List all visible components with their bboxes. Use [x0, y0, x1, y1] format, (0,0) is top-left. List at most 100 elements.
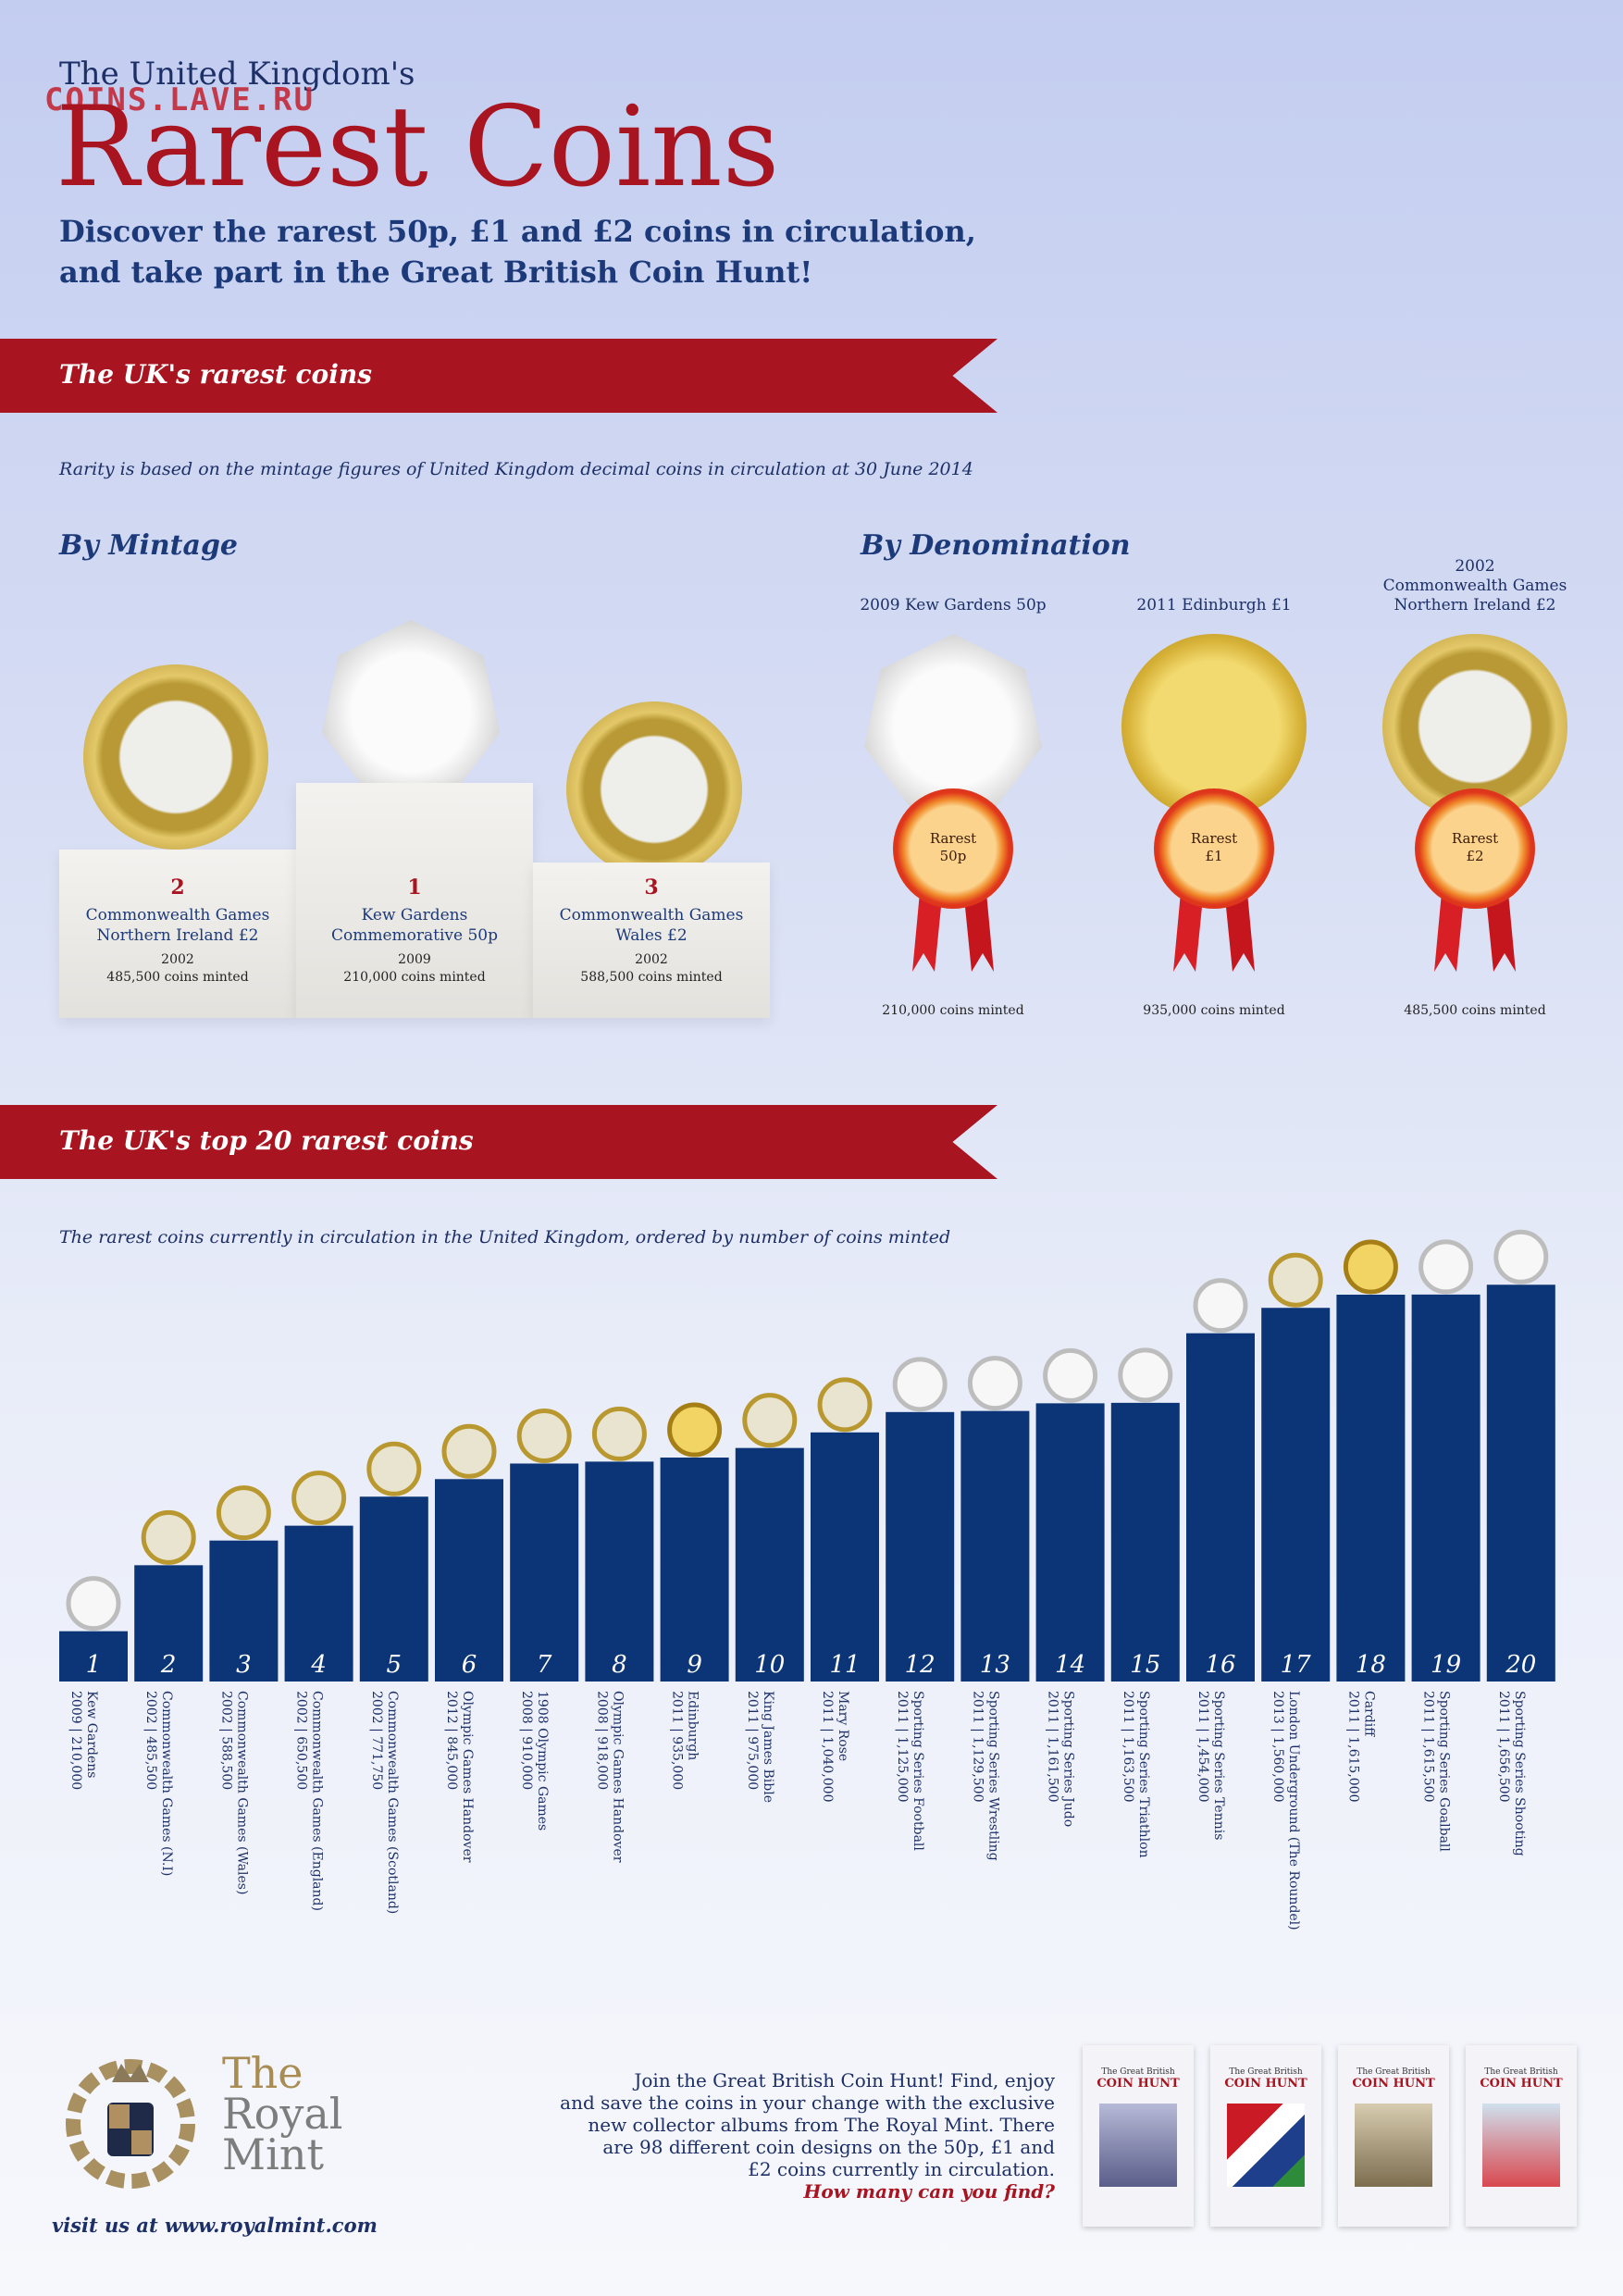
coin-icon-17 — [1268, 1252, 1323, 1308]
page-title: Rarest Coins — [56, 83, 780, 212]
bar-rank-label: 20 — [1505, 1651, 1536, 1679]
podium-year: 2009 — [398, 952, 431, 967]
section-ribbon-rarest: The UK's rarest coins — [0, 339, 997, 413]
bar-rank-label: 6 — [462, 1651, 477, 1679]
album-cover-3[interactable]: The Great British COIN HUNT — [1338, 2045, 1449, 2227]
category-name: Commonwealth Games (England) — [310, 1691, 325, 1911]
podium-name-1: Kew Gardens — [361, 906, 468, 925]
category-label-group: 2002 | 588,500 Commonwealth Games (Wales) — [218, 1691, 249, 1894]
category-name: Sporting Series Triathlon — [1136, 1691, 1151, 1858]
coin-edinburgh-1pound — [1121, 634, 1307, 819]
coin-kew-50p — [864, 634, 1042, 810]
coin-kew-50p — [322, 620, 500, 796]
denomination-minted: 935,000 coins minted — [1143, 1003, 1285, 1018]
category-year-mintage: 2011 | 935,000 — [670, 1691, 685, 1790]
category-name: Edinburgh — [686, 1691, 700, 1760]
chart-note: The rarest coins currently in circulatio… — [59, 1227, 951, 1247]
footer-url-link[interactable]: visit us at www.royalmint.com — [52, 2214, 378, 2237]
category-year-mintage: 2002 | 771,750 — [369, 1691, 384, 1790]
category-name: Commonwealth Games (Wales) — [234, 1691, 249, 1894]
album-cover-2[interactable]: The Great British COIN HUNT — [1210, 2045, 1321, 2227]
bar-6 — [435, 1479, 503, 1682]
category-year-mintage: 2011 | 1,163,500 — [1121, 1691, 1135, 1803]
category-year-mintage: 2009 | 210,000 — [68, 1691, 83, 1790]
bar-rank-label: 13 — [980, 1651, 1010, 1679]
blurb-line: and save the coins in your change with t… — [560, 2091, 1055, 2114]
category-year-mintage: 2011 | 1,040,000 — [820, 1691, 835, 1803]
header-kicker: The United Kingdom's — [59, 56, 415, 93]
album-illustration — [1227, 2104, 1305, 2187]
podium-name-2: Commemorative 50p — [330, 926, 498, 945]
bar-rank-label: 16 — [1205, 1651, 1235, 1679]
denomination-name: Commonwealth Games — [1382, 577, 1567, 595]
bar-20 — [1486, 1285, 1555, 1682]
album-cover-4[interactable]: The Great British COIN HUNT — [1466, 2045, 1577, 2227]
bar-9 — [660, 1458, 729, 1682]
rarity-note: Rarity is based on the mintage figures o… — [59, 459, 973, 479]
by-denomination-heading: By Denomination — [861, 529, 1131, 562]
coin-icon-16 — [1193, 1278, 1248, 1334]
denomination-minted: 210,000 coins minted — [882, 1003, 1024, 1018]
category-label-group: 2009 | 210,000 Kew Gardens — [68, 1691, 99, 1790]
bar-5 — [359, 1496, 428, 1682]
bar-19 — [1411, 1294, 1481, 1682]
podium-year: 2002 — [635, 952, 668, 967]
category-name: 1908 Olympic Games — [535, 1691, 550, 1831]
category-label-group: 2012 | 845,000 Olympic Games Handover — [444, 1691, 475, 1863]
blurb-line: Join the Great British Coin Hunt! Find, … — [634, 2069, 1055, 2091]
album-brand: The Great British — [1101, 2067, 1175, 2077]
bar-2 — [134, 1565, 204, 1682]
category-name: Sporting Series Tennis — [1211, 1691, 1226, 1840]
coin-icon-20 — [1493, 1229, 1549, 1285]
denomination-group: 2009 Kew Gardens 50p Rarest 50p 210,000 … — [842, 555, 1601, 1036]
bar-1 — [59, 1631, 128, 1682]
denomination-item-2pound: 2002 Commonwealth Games Northern Ireland… — [1364, 555, 1586, 1018]
podium-minted: 588,500 coins minted — [580, 970, 723, 985]
podium-minted: 485,500 coins minted — [106, 970, 249, 985]
album-cover-1[interactable]: The Great British COIN HUNT — [1083, 2045, 1194, 2227]
category-year-mintage: 2011 | 1,615,000 — [1345, 1691, 1360, 1803]
podium: 2 Commonwealth Games Northern Ireland £2… — [59, 611, 772, 1018]
bar-14 — [1035, 1403, 1105, 1682]
rosette-label-1: Rarest — [1190, 830, 1238, 847]
coin-icon-3 — [216, 1485, 271, 1541]
coin-icon-7 — [516, 1408, 572, 1463]
album-illustration — [1482, 2104, 1560, 2187]
rosette-label-2: £1 — [1205, 848, 1223, 864]
podium-minted: 210,000 coins minted — [343, 970, 486, 985]
bar-12 — [886, 1411, 955, 1682]
category-year-mintage: 2011 | 1,129,500 — [970, 1691, 985, 1803]
denomination-minted: 485,500 coins minted — [1404, 1003, 1546, 1018]
category-label-group: 2002 | 485,500 Commonwealth Games (N.I) — [143, 1691, 174, 1876]
category-name: Sporting Series Judo — [1061, 1691, 1076, 1827]
bar-rank-label: 10 — [754, 1651, 785, 1679]
album-gallery: The Great British COIN HUNT The Great Br… — [1083, 2045, 1582, 2230]
coin-icon-8 — [591, 1406, 647, 1461]
coin-icon-19 — [1419, 1239, 1474, 1295]
category-label-group: 2011 | 1,656,500 Sporting Series Shooting — [1496, 1691, 1527, 1856]
category-name: Sporting Series Shooting — [1512, 1691, 1527, 1856]
rosette-label-2: £2 — [1466, 848, 1484, 864]
category-year-mintage: 2011 | 1,161,500 — [1046, 1691, 1060, 1803]
bar-rank-label: 4 — [310, 1651, 327, 1679]
blurb-line: new collector albums from The Royal Mint… — [588, 2114, 1055, 2136]
coin-ni-2pound — [83, 664, 268, 850]
bar-rank-label: 18 — [1356, 1651, 1386, 1679]
category-name: Olympic Games Handover — [460, 1691, 475, 1863]
coin-icon-12 — [892, 1357, 948, 1412]
rosette-label-2: 50p — [939, 848, 967, 864]
bar-rank-label: 15 — [1130, 1651, 1160, 1679]
coin-icon-6 — [441, 1423, 497, 1479]
coin-icon-14 — [1043, 1347, 1098, 1403]
bar-rank-label: 14 — [1055, 1651, 1085, 1679]
bar-rank-label: 5 — [387, 1651, 403, 1679]
brand-royal: Royal — [222, 2089, 343, 2139]
category-label-group: 2011 | 1,163,500 Sporting Series Triathlo… — [1121, 1691, 1151, 1858]
brand-mint: Mint — [222, 2129, 324, 2179]
bar-15 — [1110, 1402, 1180, 1682]
coin-icon-15 — [1118, 1347, 1173, 1403]
album-brand: The Great British — [1484, 2067, 1558, 2077]
category-label-group: 2011 | 1,454,000 Sporting Series Tennis — [1196, 1691, 1226, 1840]
crest-icon — [66, 2059, 195, 2189]
